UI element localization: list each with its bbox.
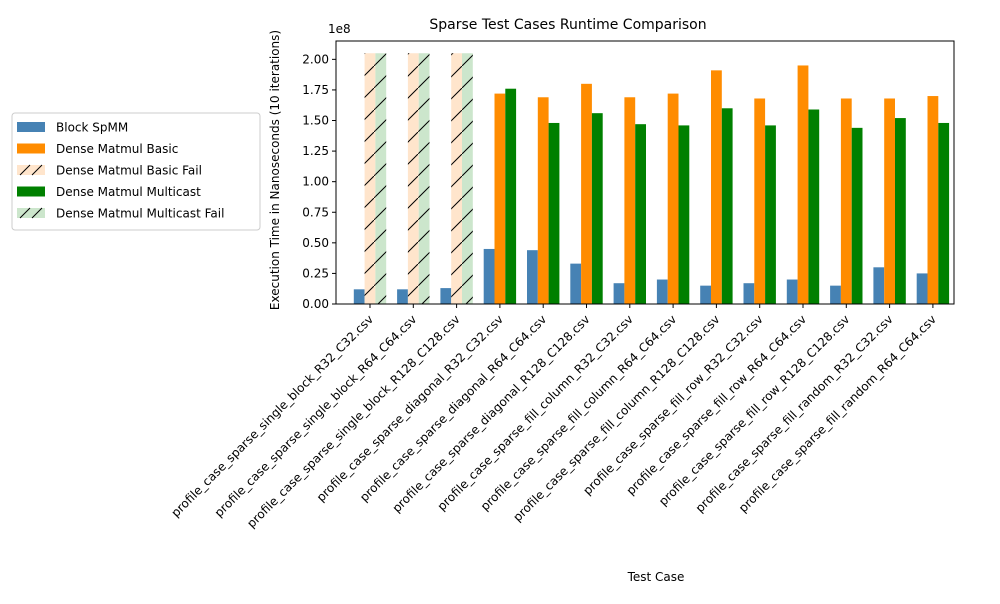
bar-block-spmm xyxy=(830,285,841,304)
bar-block-spmm xyxy=(873,267,885,304)
x-tick-label: profile_case_sparse_diagonal_R128_C128.c… xyxy=(390,312,593,515)
legend-label: Dense Matmul Basic Fail xyxy=(56,164,202,178)
bar-dense-basic xyxy=(711,70,722,304)
bar-dense-multicast xyxy=(895,118,906,304)
bar-block-spmm xyxy=(527,250,538,304)
bar-block-spmm xyxy=(397,289,408,304)
legend-hatch-line xyxy=(31,164,43,176)
legend-swatch xyxy=(17,143,45,154)
bar-dense-basic-fail-hatch xyxy=(364,53,376,304)
bar-dense-basic xyxy=(581,83,592,304)
bar-block-spmm xyxy=(440,288,452,304)
legend-swatch xyxy=(17,186,45,197)
y-tick-label: 0.00 xyxy=(302,297,329,311)
bar-dense-basic xyxy=(537,97,549,304)
legend-label: Block SpMM xyxy=(56,121,128,135)
bar-dense-multicast xyxy=(635,124,646,304)
bar-dense-multicast xyxy=(548,122,560,305)
y-tick-label: 1.50 xyxy=(302,114,329,128)
legend-label: Dense Matmul Multicast xyxy=(56,185,201,199)
bar-dense-multicast-fail-hatch xyxy=(375,53,387,304)
bar-dense-multicast xyxy=(721,108,733,304)
legend-swatch xyxy=(17,208,45,218)
legend-label: Dense Matmul Basic xyxy=(56,142,178,156)
legend-hatch-line xyxy=(19,207,31,219)
y-tick-label: 1.00 xyxy=(302,175,329,189)
bar-dense-multicast xyxy=(505,88,517,305)
bar-block-spmm xyxy=(483,248,495,304)
legend-box xyxy=(11,112,261,231)
bar-dense-multicast xyxy=(851,127,863,304)
bar-block-spmm xyxy=(353,289,365,304)
bar-dense-basic xyxy=(884,98,895,304)
bar-block-spmm xyxy=(916,273,928,304)
bar-dense-basic xyxy=(667,93,679,304)
bar-dense-multicast xyxy=(938,122,950,305)
bar-dense-multicast xyxy=(808,109,820,305)
x-axis-label: Test Case xyxy=(627,570,685,584)
y-tick-label: 1.25 xyxy=(302,144,329,158)
y-tick-label: 1.75 xyxy=(302,83,329,97)
y-axis-label: Execution Time in Nanoseconds (10 iterat… xyxy=(268,30,282,310)
bar-dense-basic xyxy=(494,93,506,304)
x-tick-label: profile_case_sparse_fill_random_R32_C32.… xyxy=(693,312,896,515)
bar-block-spmm xyxy=(570,263,582,304)
bar-block-spmm xyxy=(613,283,625,304)
legend-swatch xyxy=(17,165,45,175)
bar-dense-multicast-fail-hatch xyxy=(418,53,430,304)
bar-dense-basic-fail-hatch xyxy=(407,53,419,304)
bar-dense-multicast xyxy=(678,125,690,304)
bar-block-spmm xyxy=(743,283,755,304)
bar-dense-basic-fail-hatch xyxy=(451,53,462,304)
bar-block-spmm xyxy=(656,279,668,304)
bar-dense-basic xyxy=(927,96,939,304)
legend-swatch xyxy=(17,122,45,132)
bar-block-spmm xyxy=(700,285,711,304)
bar-dense-basic xyxy=(754,98,766,304)
bar-dense-basic xyxy=(797,65,809,304)
y-tick-label: 0.75 xyxy=(302,205,329,219)
bar-dense-basic xyxy=(840,98,852,304)
x-tick-label: profile_case_sparse_fill_random_R64_C64.… xyxy=(736,312,939,515)
legend-label: Dense Matmul Multicast Fail xyxy=(56,207,224,221)
x-tick-label: profile_case_sparse_single_block_R64_C64… xyxy=(212,312,420,520)
plot-frame xyxy=(335,40,955,305)
x-tick-label: profile_case_sparse_fill_column_R128_C12… xyxy=(510,312,722,524)
x-tick-label: profile_case_sparse_single_block_R32_C32… xyxy=(168,312,376,520)
y-offset-label: 1e8 xyxy=(328,22,351,36)
bar-block-spmm xyxy=(786,279,798,304)
legend: Block SpMM Dense Matmul Basic Dense Matmul… xyxy=(11,112,261,231)
chart-title: Sparse Test Cases Runtime Comparison xyxy=(429,17,706,33)
bar-dense-basic xyxy=(624,97,636,304)
legend-hatch-line xyxy=(31,207,43,219)
bar-dense-multicast xyxy=(765,125,776,304)
bar-dense-multicast-fail-hatch xyxy=(462,53,473,304)
y-tick-label: 0.50 xyxy=(302,236,329,250)
legend-hatch-line xyxy=(19,164,31,176)
bar-dense-multicast xyxy=(591,113,603,305)
y-tick-label: 0.25 xyxy=(302,266,329,280)
y-tick-label: 2.00 xyxy=(302,52,329,66)
